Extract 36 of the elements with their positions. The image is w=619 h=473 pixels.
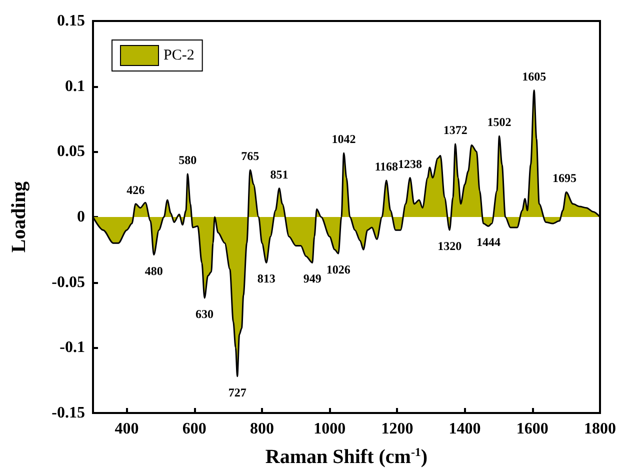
y-tick-label: 0.1: [65, 78, 85, 95]
annotation: 1026: [326, 262, 350, 277]
annotation: 949: [303, 272, 322, 286]
annotation: 426: [126, 182, 145, 197]
annotation: 765: [241, 148, 260, 163]
y-tick-label: -0.15: [52, 404, 85, 422]
y-tick-label: 0.15: [57, 12, 85, 30]
annotation: 727: [228, 385, 246, 400]
x-tick-label: 1200: [381, 420, 414, 438]
y-tick-label: -0.05: [52, 274, 85, 291]
annotation: 1605: [522, 69, 546, 84]
annotation: 580: [178, 152, 197, 167]
annotation: 1238: [398, 156, 422, 171]
y-tick-label: 0.05: [57, 143, 85, 160]
annotation: 1320: [438, 239, 462, 254]
annotation: 1444: [476, 235, 500, 250]
legend-label: PC-2: [164, 48, 194, 64]
annotation: 1372: [443, 122, 468, 137]
annotation: 1168: [374, 159, 398, 174]
annotation: 851: [270, 167, 288, 182]
x-tick-label: 1000: [314, 420, 346, 438]
annotation: 630: [196, 307, 214, 322]
x-tick-label: 800: [250, 420, 274, 438]
annotation: 1042: [332, 132, 356, 146]
y-axis-title: Loading: [8, 181, 30, 253]
y-tick-label: 0: [77, 208, 85, 226]
annotation: 1502: [487, 114, 512, 129]
y-tick-label: -0.1: [60, 339, 85, 356]
annotation: 813: [257, 272, 276, 286]
x-tick-label: 400: [114, 420, 139, 438]
x-tick-label: 1600: [516, 420, 548, 438]
annotation: 1695: [552, 171, 577, 186]
annotation: 480: [144, 264, 163, 278]
x-tick-label: 1400: [448, 420, 481, 438]
x-tick-label: 600: [182, 420, 206, 438]
x-tick-label: 1800: [584, 420, 616, 438]
